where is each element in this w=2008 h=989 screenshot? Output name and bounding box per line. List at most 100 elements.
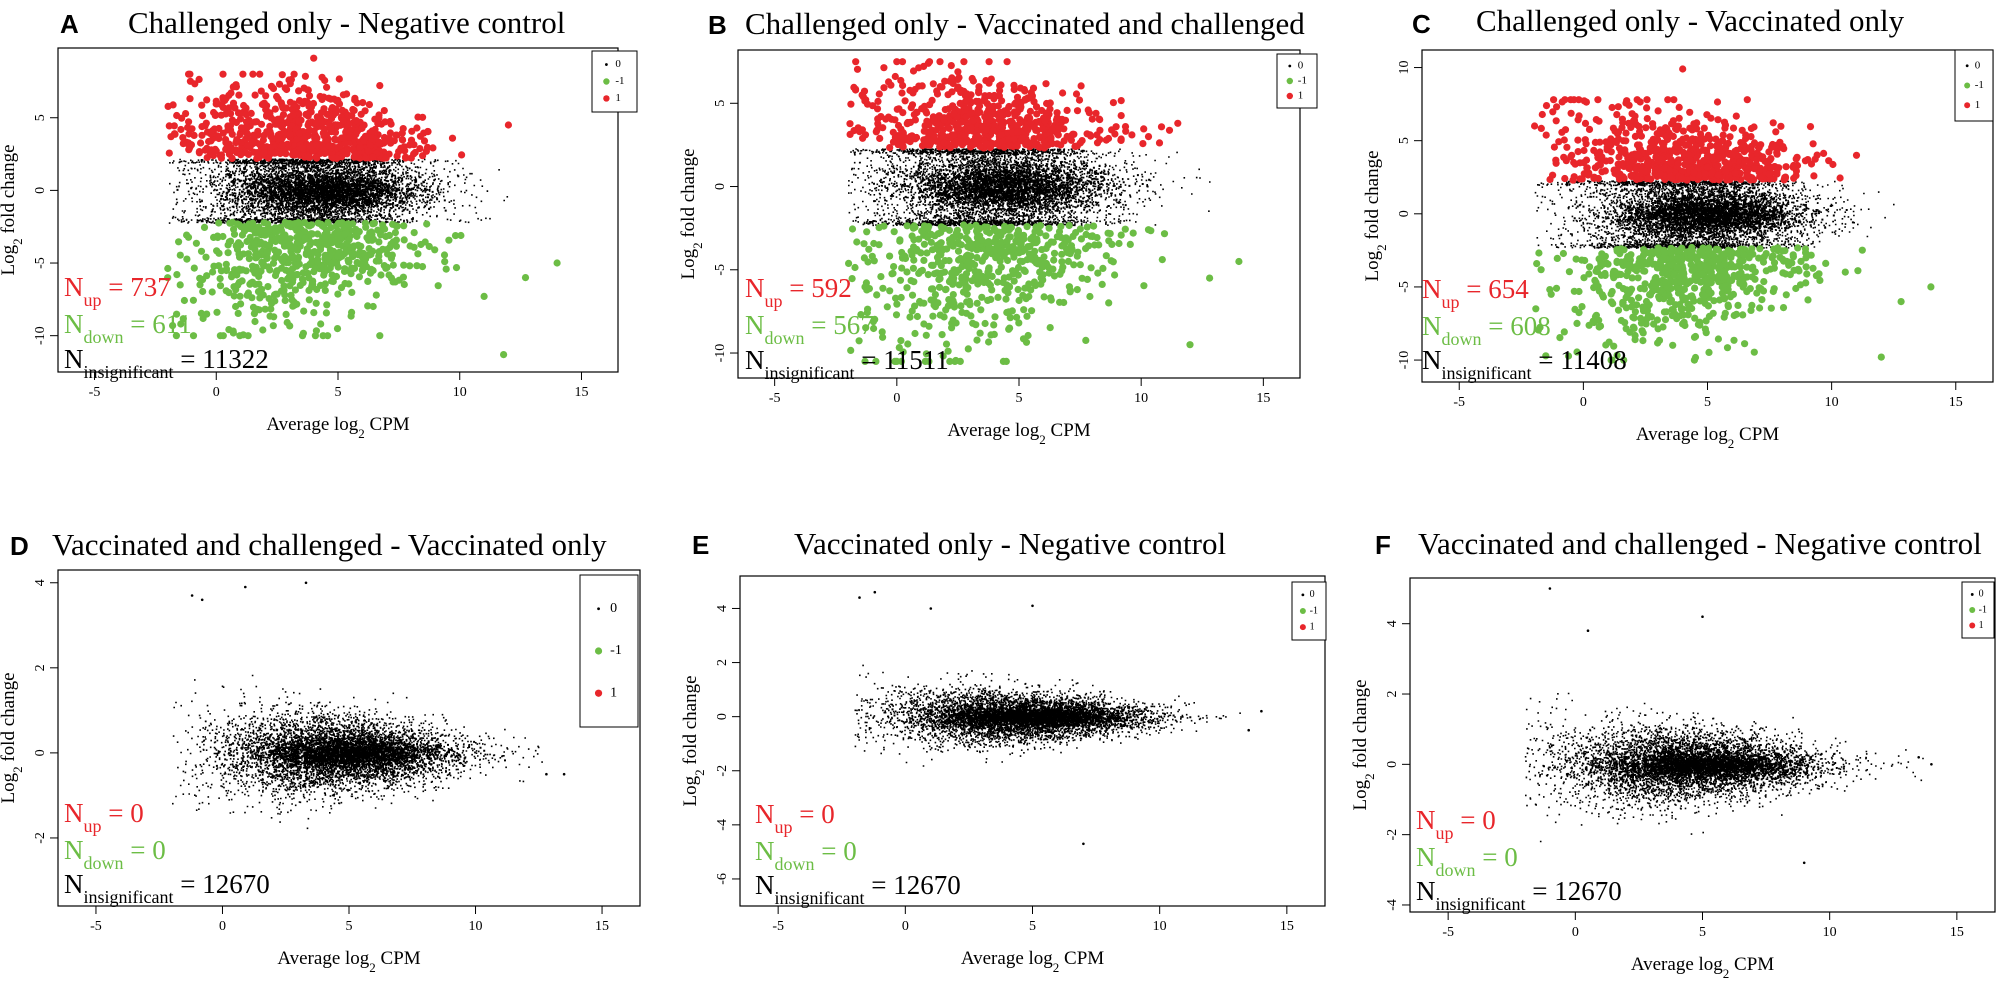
- down-point: [249, 219, 257, 227]
- up-point: [1714, 171, 1722, 180]
- y-tick-label: -6: [715, 873, 730, 885]
- down-point: [183, 255, 191, 263]
- up-point: [953, 84, 962, 93]
- x-tick-label: 5: [1029, 919, 1036, 934]
- down-point: [237, 223, 245, 231]
- up-point: [1747, 142, 1756, 150]
- y-tick-label: 5: [1397, 137, 1412, 144]
- down-point: [879, 284, 887, 292]
- up-point: [318, 95, 326, 104]
- up-point: [1637, 132, 1645, 140]
- down-point: [365, 245, 373, 253]
- down-point: [348, 264, 356, 272]
- y-tick-label: -2: [33, 832, 48, 844]
- down-point: [1822, 259, 1830, 267]
- down-point: [1076, 261, 1084, 269]
- down-point: [215, 219, 223, 227]
- up-point: [398, 136, 406, 144]
- down-point: [261, 240, 269, 248]
- down-point: [326, 246, 334, 254]
- up-point: [1695, 136, 1703, 144]
- down-point: [328, 260, 336, 268]
- down-point: [1679, 320, 1687, 328]
- down-point: [966, 301, 974, 309]
- down-point: [973, 299, 981, 307]
- down-point: [1624, 268, 1632, 276]
- down-point: [295, 260, 303, 268]
- down-point: [230, 230, 239, 238]
- down-point: [973, 254, 981, 262]
- down-point: [203, 310, 211, 318]
- up-points: [1531, 96, 1844, 184]
- x-tick-label: 5: [1704, 395, 1711, 410]
- up-point: [1117, 112, 1125, 120]
- up-point: [1155, 139, 1164, 147]
- down-point: [920, 299, 928, 307]
- scatter-points: [1524, 587, 1933, 865]
- down-point: [1591, 313, 1600, 321]
- down-point: [1669, 341, 1677, 349]
- up-point: [1109, 99, 1117, 107]
- up-point: [1032, 126, 1040, 134]
- down-point: [1065, 283, 1073, 291]
- up-point: [173, 111, 181, 120]
- legend-box: [1961, 581, 1995, 639]
- outlier-point: [1031, 604, 1034, 608]
- up-point: [963, 90, 971, 98]
- down-point: [1720, 293, 1728, 301]
- up-point: [1117, 97, 1125, 105]
- down-point: [392, 242, 400, 250]
- outlier-point: [929, 607, 933, 610]
- down-point: [1064, 257, 1072, 265]
- down-point: [521, 274, 530, 282]
- down-point: [1105, 237, 1113, 245]
- down-point: [1046, 324, 1054, 332]
- down-point: [892, 294, 900, 302]
- up-point: [1641, 167, 1650, 176]
- up-point: [981, 113, 989, 121]
- down-point: [236, 332, 244, 340]
- up-point: [212, 100, 220, 108]
- down-point: [995, 268, 1003, 276]
- up-point: [1608, 103, 1616, 112]
- up-point: [1607, 141, 1615, 149]
- down-point: [863, 228, 871, 236]
- down-point: [978, 293, 986, 301]
- up-point: [366, 141, 374, 150]
- down-point: [369, 220, 377, 228]
- y-tick-label: 4: [715, 605, 730, 612]
- up-point: [1598, 168, 1606, 176]
- down-point: [1877, 353, 1885, 361]
- up-point: [985, 106, 993, 114]
- panel-title: Challenged only - Vaccinated and challen…: [745, 6, 1305, 41]
- down-point: [1709, 250, 1717, 258]
- down-point: [232, 302, 240, 311]
- down-point: [984, 268, 992, 276]
- x-tick-label: 0: [902, 919, 909, 934]
- down-point: [862, 324, 870, 332]
- down-point: [1653, 247, 1661, 255]
- up-point: [1703, 152, 1711, 160]
- down-point: [324, 219, 332, 227]
- up-point: [938, 83, 946, 91]
- up-point: [924, 59, 932, 67]
- up-point: [899, 133, 907, 141]
- down-point: [190, 264, 198, 272]
- up-point: [1039, 125, 1047, 133]
- up-point: [999, 137, 1007, 145]
- down-point: [941, 257, 949, 265]
- down-point: [910, 278, 918, 286]
- down-point: [293, 300, 301, 308]
- up-point: [1773, 170, 1781, 178]
- legend-label: 0: [1298, 60, 1304, 72]
- up-point: [1643, 96, 1651, 104]
- down-point: [1623, 261, 1631, 269]
- down-point: [312, 327, 320, 335]
- up-point: [262, 92, 270, 100]
- down-point: [243, 237, 251, 246]
- down-point: [1708, 258, 1716, 266]
- up-point: [1618, 161, 1626, 169]
- down-point: [410, 229, 418, 237]
- up-point: [1005, 102, 1013, 111]
- down-point: [192, 239, 200, 247]
